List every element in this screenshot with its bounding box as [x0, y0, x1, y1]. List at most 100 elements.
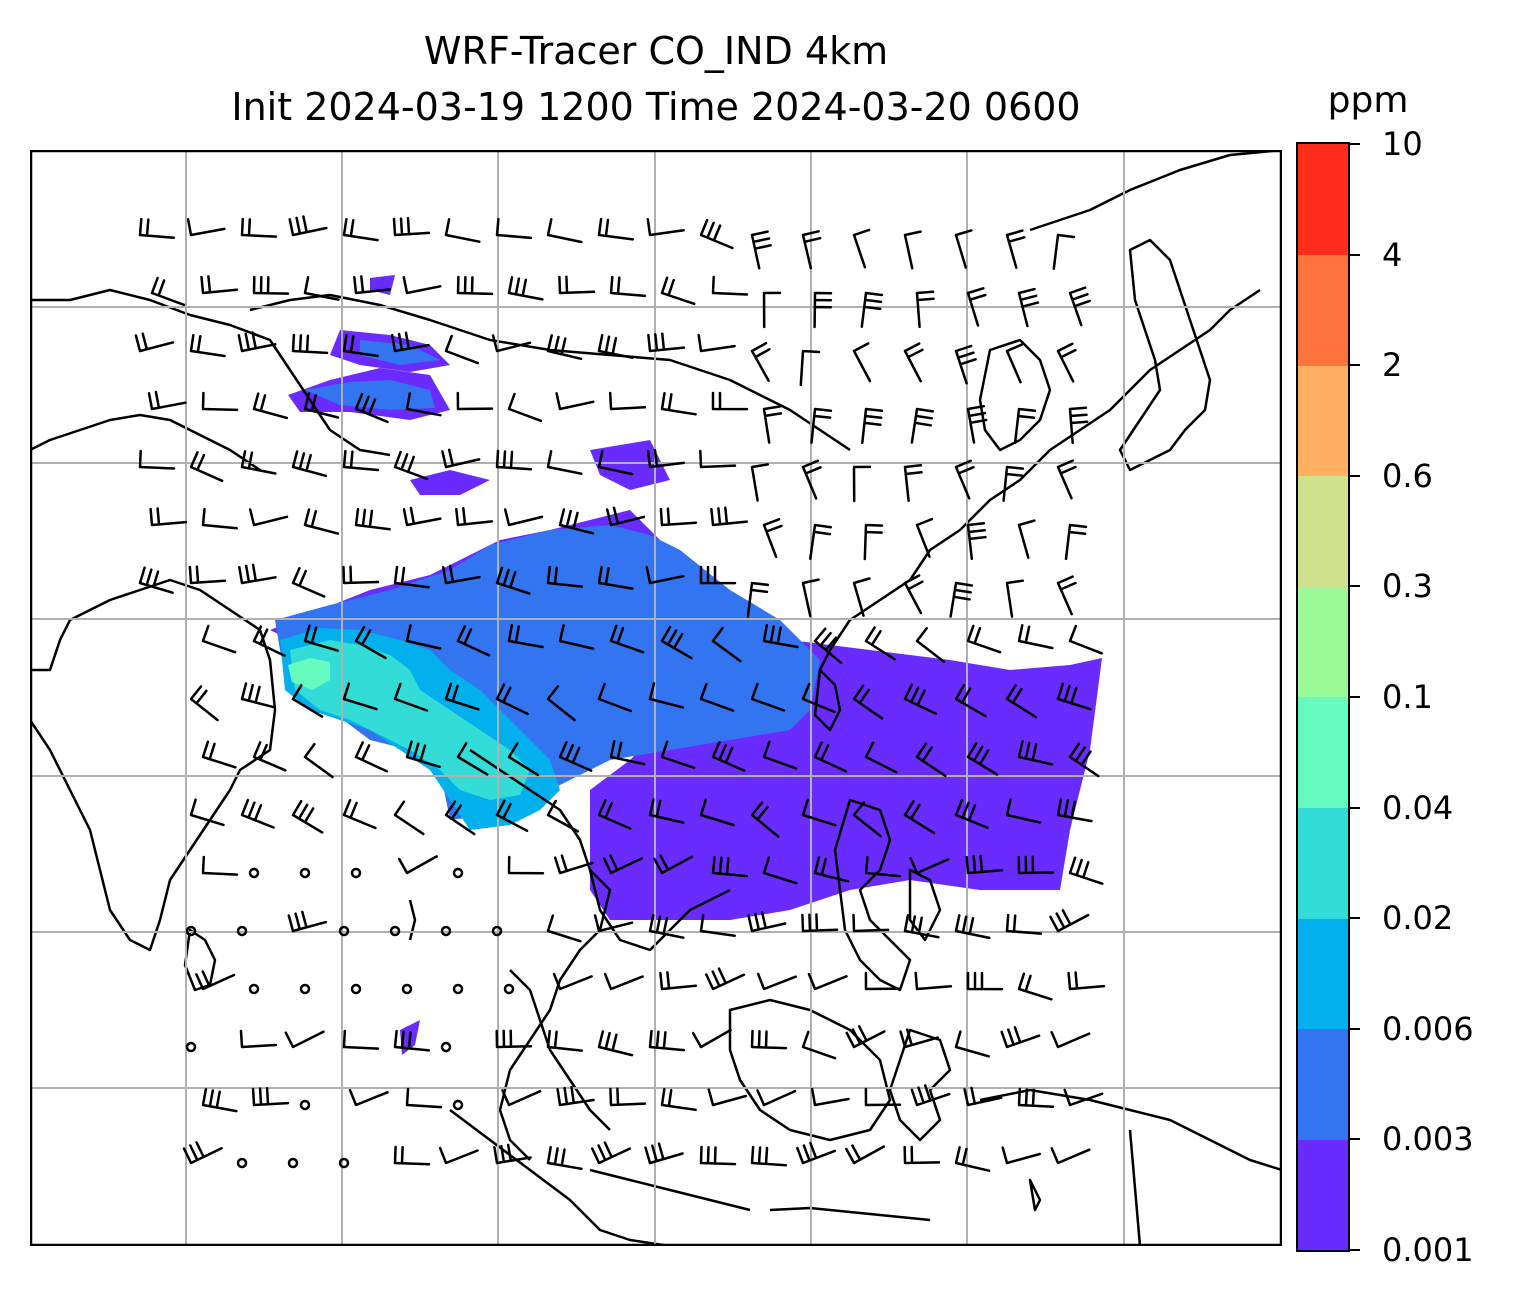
wind-barb [201, 624, 237, 654]
wind-barb [954, 798, 989, 829]
wind-barb [801, 578, 820, 618]
wind-barb [342, 1029, 380, 1050]
map-panel [30, 150, 1282, 1246]
wind-calm-marker [185, 925, 197, 937]
wind-barb [353, 275, 392, 295]
wind-barb [438, 1146, 479, 1165]
wind-barb [762, 623, 799, 649]
wind-barb [799, 349, 821, 387]
wind-barb [1005, 229, 1026, 269]
wind-barb [660, 625, 693, 660]
wind-barb [750, 230, 772, 270]
wind-barb [147, 390, 187, 411]
wind-barb [456, 625, 491, 657]
wind-barb [558, 741, 593, 772]
wind-barb [342, 565, 380, 585]
wind-barb [903, 342, 924, 383]
wind-barb [1005, 579, 1025, 618]
wind-barb [240, 217, 278, 238]
wind-barb [546, 914, 582, 943]
wind-barb [966, 521, 987, 561]
colorbar-tick-mark [1350, 806, 1360, 809]
wind-barb [903, 464, 923, 503]
colorbar-segment [1298, 254, 1348, 366]
wind-barb [1068, 624, 1103, 655]
wind-calm-marker [389, 925, 401, 937]
wind-barb [910, 407, 935, 444]
map-border [30, 150, 1282, 1246]
wind-barb [507, 742, 540, 777]
colorbar-tick-mark [1350, 585, 1360, 588]
wind-barb [441, 448, 481, 469]
wind-barb [195, 970, 236, 991]
wind-barb [188, 565, 227, 585]
wind-barb [138, 449, 176, 470]
wind-barb [493, 1143, 532, 1165]
wind-calm-marker [452, 983, 464, 995]
wind-barb [609, 740, 646, 766]
wind-barb [603, 972, 644, 991]
wind-barb [558, 275, 596, 295]
wind-barb [813, 741, 848, 773]
wind-barb [810, 407, 833, 445]
wind-barb [252, 741, 287, 772]
wind-barb [1049, 909, 1090, 933]
wind-barb [1068, 406, 1089, 445]
map-title: WRF-Tracer CO_IND 4km [423, 29, 889, 73]
wind-barb [659, 507, 698, 527]
wind-barb [966, 287, 987, 327]
wind-barb [291, 567, 326, 598]
wind-barb [546, 450, 583, 475]
wind-barb [546, 799, 580, 833]
wind-barb [711, 855, 749, 878]
wind-barb [756, 1089, 797, 1107]
wind-barb [495, 217, 533, 240]
wind-barb [354, 392, 389, 424]
colorbar-tick-label: 0.04 [1382, 788, 1454, 827]
wind-barb [852, 577, 871, 617]
plume-scatter-2 [590, 440, 670, 490]
wind-barb [546, 685, 576, 722]
wind-barb [762, 405, 783, 444]
wind-barb [750, 463, 770, 502]
wind-barb [201, 740, 237, 769]
wind-barb [1001, 1146, 1042, 1165]
wind-barb [150, 276, 186, 307]
wind-barb [593, 914, 634, 933]
wind-barb [491, 334, 532, 353]
wind-calm-marker [338, 1157, 350, 1169]
wind-barb [558, 624, 595, 650]
wind-barb [553, 854, 594, 875]
wind-barb [1017, 624, 1054, 650]
wind-barb [648, 1029, 686, 1052]
wind-barb [801, 682, 836, 714]
wind-barb [405, 392, 442, 417]
colorbar-tick-mark [1350, 696, 1360, 698]
wind-barb [597, 799, 632, 830]
wind-barb [852, 228, 871, 269]
wind-barb [200, 275, 239, 295]
wind-barb [397, 855, 438, 875]
wind-barb [711, 391, 749, 411]
wind-barb [342, 798, 377, 830]
wind-barb [201, 391, 239, 412]
wind-barb [597, 217, 634, 241]
wind-calm-marker [299, 983, 311, 995]
wind-barb [809, 523, 833, 560]
wind-calm-marker [350, 867, 362, 879]
wind-barb [503, 508, 544, 527]
wind-barb [1017, 740, 1054, 766]
wind-barb [915, 290, 935, 329]
wind-barb [342, 217, 379, 242]
wind-barb [546, 218, 583, 244]
wind-barb [342, 449, 380, 472]
colorbar-tick-mark [1350, 474, 1360, 477]
wind-barb [660, 740, 696, 770]
wind-barb [660, 276, 696, 306]
wind-barb [507, 392, 543, 423]
plume-level-004 [288, 658, 330, 690]
wind-barb [914, 971, 953, 991]
wind-barb [507, 623, 544, 649]
wind-barb [852, 913, 890, 933]
wind-barb [648, 798, 685, 824]
